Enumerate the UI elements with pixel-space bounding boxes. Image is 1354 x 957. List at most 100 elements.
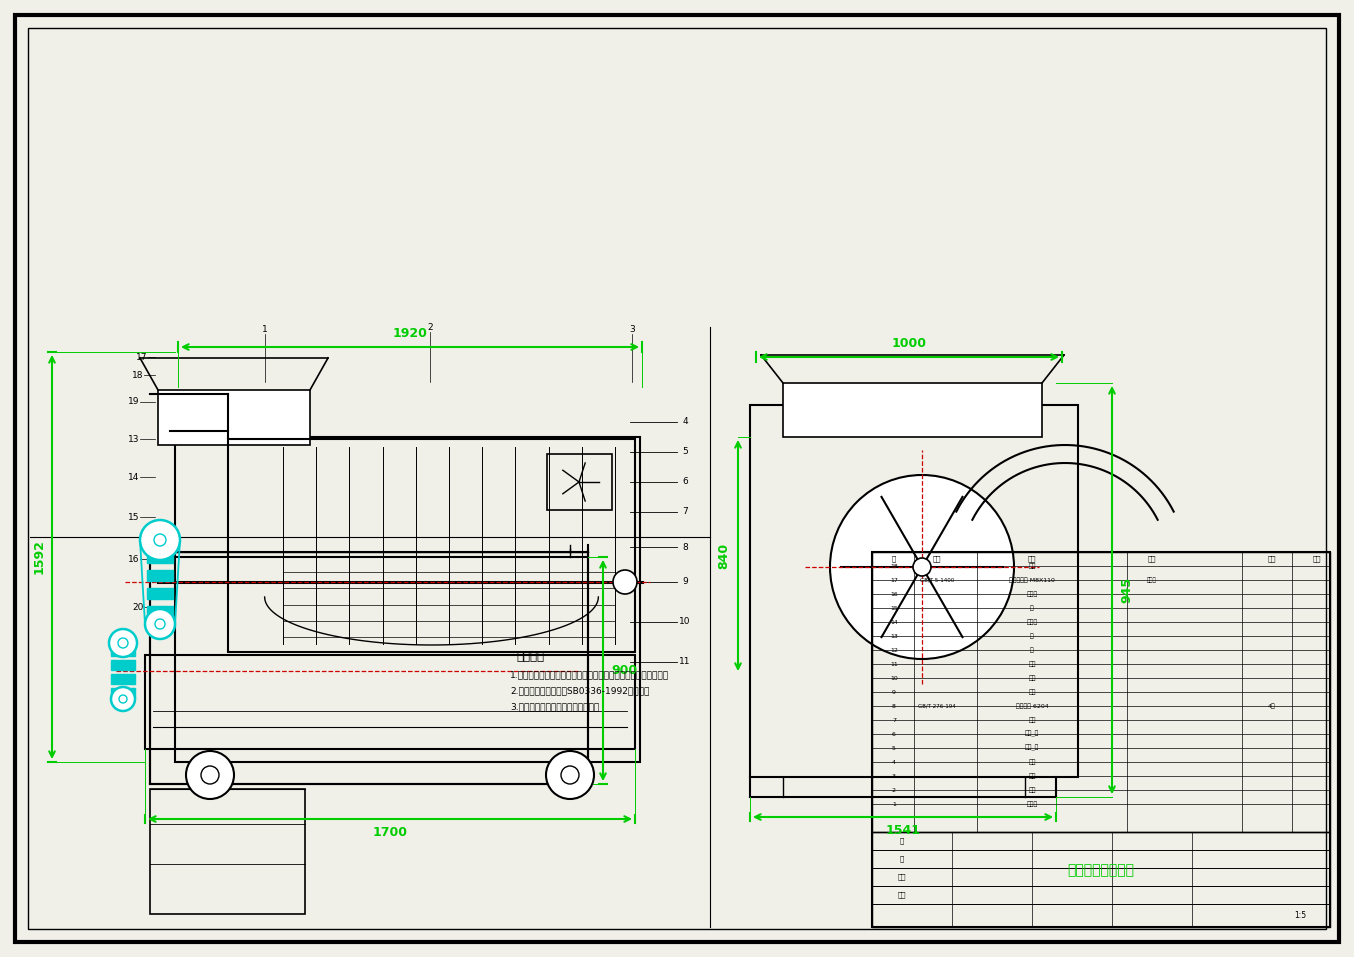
Polygon shape [761,355,1064,383]
Bar [148,552,173,563]
Bar [111,646,135,656]
Circle shape [546,751,594,799]
Text: 17: 17 [890,577,898,583]
Circle shape [613,570,636,594]
Circle shape [111,687,135,711]
Text: 材料: 材料 [1148,556,1156,563]
Text: 8: 8 [682,543,688,551]
Text: 1:5: 1:5 [1294,910,1307,920]
Text: 6: 6 [892,731,896,737]
Text: 1000: 1000 [891,337,926,350]
Text: 8: 8 [892,703,896,708]
Text: GB/T 5-1400: GB/T 5-1400 [919,577,955,583]
Text: 6: 6 [682,478,688,486]
Text: 设计: 设计 [898,874,906,880]
Bar [111,660,135,670]
Circle shape [110,629,137,657]
Text: 2.轴承内用润滁轴承（SB0336-1992）润滁；: 2.轴承内用润滁轴承（SB0336-1992）润滁； [510,686,650,696]
Circle shape [145,609,175,639]
Text: 件: 件 [892,556,896,563]
Text: 风叶: 风叶 [1028,717,1036,723]
Circle shape [913,558,932,576]
Text: 15: 15 [890,606,898,611]
Text: 转筒: 转筒 [1028,773,1036,779]
Circle shape [200,766,219,784]
Circle shape [118,638,129,648]
Bar [227,439,635,652]
Circle shape [154,534,167,546]
Bar [175,437,640,762]
Text: 14: 14 [890,619,898,625]
Text: 1541: 1541 [886,824,921,837]
Text: 制图: 制图 [898,892,906,899]
Text: 喂料_下: 喂料_下 [1025,731,1039,737]
Text: 3: 3 [630,324,635,333]
Text: 1920: 1920 [393,327,428,340]
Text: 技术要求: 技术要求 [516,651,544,663]
Text: 7: 7 [682,507,688,517]
Text: 18: 18 [133,370,144,380]
Text: 六角头螺栓 M8X110: 六角头螺栓 M8X110 [1009,577,1055,583]
Text: 14: 14 [129,473,139,481]
Text: 16: 16 [129,554,139,564]
Text: 葟花脱粒机总装图: 葟花脱粒机总装图 [1067,863,1135,877]
Text: 1592: 1592 [32,540,46,574]
Text: 18: 18 [890,564,898,568]
Text: 2: 2 [892,788,896,792]
Text: 4: 4 [682,417,688,427]
Text: 风车: 风车 [1028,689,1036,695]
Circle shape [154,619,165,629]
Text: 9: 9 [682,577,688,587]
Text: 喂料_上: 喂料_上 [1025,745,1039,751]
Text: 刺子: 刺子 [1028,661,1036,667]
Text: 后: 后 [1030,647,1034,653]
Bar [111,674,135,684]
Text: 12: 12 [890,648,898,653]
Bar [148,570,173,581]
Bar [872,552,1330,927]
Text: 5: 5 [892,746,896,750]
Text: 1: 1 [892,802,896,807]
Text: 4件: 4件 [1269,703,1275,709]
Bar [872,832,1330,927]
Text: 945: 945 [1120,577,1133,603]
Text: 机架: 机架 [1028,564,1036,568]
Text: 滚动轴承 6204: 滚动轴承 6204 [1016,703,1048,709]
Circle shape [185,751,234,799]
Bar [148,588,173,599]
Text: 3.各螺钉连接处要保持良好的密封。: 3.各螺钉连接处要保持良好的密封。 [510,702,600,711]
Text: 900: 900 [611,664,638,677]
Text: 16: 16 [890,591,898,596]
Text: 1700: 1700 [372,826,408,839]
Text: 2: 2 [428,323,433,331]
Text: GB/T 276-194: GB/T 276-194 [918,703,956,708]
Bar [150,552,588,784]
Text: 13: 13 [129,434,139,443]
Text: 1: 1 [263,324,268,333]
Text: 17: 17 [137,352,148,362]
Circle shape [139,520,180,560]
Text: 筛网: 筛网 [1028,676,1036,680]
Text: 振动筛: 振动筛 [1026,619,1037,625]
Text: 入料口: 入料口 [1026,801,1037,807]
Text: 名称: 名称 [1028,556,1036,563]
Bar [783,383,1043,437]
Text: 4: 4 [892,760,896,765]
Text: 13: 13 [890,634,898,638]
Text: 10: 10 [680,617,691,627]
Text: 代号: 代号 [933,556,941,563]
Bar [158,390,310,445]
Text: 筛: 筛 [1030,634,1034,638]
Text: 1.装配前所有零丛进行清洗，机壳、凹、入料斗表面用油漆涂到；: 1.装配前所有零丛进行清洗，机壳、凹、入料斗表面用油漆涂到； [510,671,669,679]
Text: 调节板: 调节板 [1026,591,1037,597]
Text: 15: 15 [129,513,139,522]
Bar [547,454,612,510]
Bar [750,405,1078,777]
Text: 19: 19 [129,397,139,407]
Text: 校: 校 [900,856,904,862]
Bar [111,688,135,698]
Text: 筛: 筛 [1030,605,1034,611]
Text: 9: 9 [892,689,896,695]
Text: 20: 20 [133,603,144,612]
Text: 5: 5 [682,448,688,456]
